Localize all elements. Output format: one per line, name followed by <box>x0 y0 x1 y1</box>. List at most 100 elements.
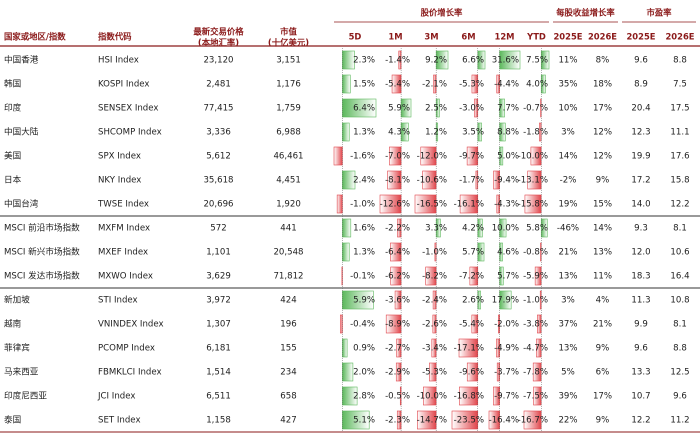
cell: 5.9% <box>353 296 375 306</box>
cell: 658 <box>280 392 296 402</box>
column-header: 12M <box>495 32 515 42</box>
cell: HSI Index <box>98 56 139 66</box>
column-header: 2025E <box>553 32 582 42</box>
cell: 11.1 <box>670 128 689 138</box>
cell: 8.8 <box>673 344 687 354</box>
cell: 12% <box>593 152 612 162</box>
cell: 196 <box>280 320 296 330</box>
cell: 9.2% <box>425 56 447 66</box>
cell: -8.1% <box>385 176 410 186</box>
cell: 9.6 <box>634 344 648 354</box>
cell: 2.3% <box>353 56 375 66</box>
column-header: 2026E <box>588 32 617 42</box>
cell: 2.6% <box>462 296 484 306</box>
column-header: 3M <box>424 32 438 42</box>
cell: 18.3 <box>631 272 650 282</box>
cell: 12.5 <box>670 368 689 378</box>
cell: 13% <box>593 248 612 258</box>
cell: 8.9 <box>634 80 648 90</box>
cell: -16.8% <box>454 392 484 402</box>
cell: -16.4% <box>489 416 519 426</box>
cell: 234 <box>280 368 296 378</box>
cell: 13.3 <box>631 368 650 378</box>
cell: -9.7% <box>494 392 519 402</box>
cell: 9% <box>596 344 610 354</box>
cell: 泰国 <box>4 414 21 426</box>
cell: -2% <box>560 176 577 186</box>
cell: TWSE Index <box>97 200 149 210</box>
cell: 1,920 <box>276 200 301 210</box>
cell: 中国台湾 <box>4 198 39 210</box>
cell: -0.8% <box>523 248 548 258</box>
cell: -5.4% <box>385 80 410 90</box>
cell: 1,176 <box>276 80 301 90</box>
cell: SPX Index <box>98 152 141 162</box>
cell: 新加坡 <box>4 294 30 306</box>
cell: -17.1% <box>454 344 484 354</box>
cell: 35% <box>558 80 577 90</box>
cell: 10.0% <box>492 224 519 234</box>
group-header: 股价增长率 <box>421 8 463 18</box>
cell: 19.9 <box>631 152 650 162</box>
column-header: 国家或地区/指数 <box>4 32 66 42</box>
cell: STI Index <box>98 296 138 306</box>
cell: 6.6% <box>462 56 484 66</box>
cell: 2,481 <box>206 80 231 90</box>
cell: 35,618 <box>203 176 233 186</box>
cell: 3.5% <box>462 128 484 138</box>
cell: PCOMP Index <box>98 344 155 354</box>
cell: -0.4% <box>350 320 375 330</box>
cell: 155 <box>280 344 296 354</box>
cell: 9.9 <box>634 320 648 330</box>
cell: 14.0 <box>631 200 650 210</box>
cell: 46,461 <box>273 152 303 162</box>
cell: -3.8% <box>523 320 548 330</box>
cell: 4.2% <box>462 224 484 234</box>
cell: -7.2% <box>459 272 484 282</box>
cell: VNINDEX Index <box>98 320 164 330</box>
cell: 5.0% <box>497 152 519 162</box>
cell: 9% <box>596 176 610 186</box>
data-bar <box>342 338 348 358</box>
data-bar <box>342 122 350 142</box>
cell: 3% <box>561 296 575 306</box>
cell: 4% <box>596 296 610 306</box>
cell: 韩国 <box>4 78 21 90</box>
cell: -5.4% <box>459 320 484 330</box>
cell: 12% <box>593 128 612 138</box>
cell: 0.9% <box>353 344 375 354</box>
cell: 1,514 <box>206 368 231 378</box>
cell: 8.8% <box>497 128 519 138</box>
cell: 1.3% <box>353 128 375 138</box>
cell: -9.7% <box>459 152 484 162</box>
cell: MSCI 新兴市场指数 <box>4 246 80 258</box>
cell: -12.0% <box>417 152 447 162</box>
cell: 6,511 <box>206 392 231 402</box>
cell: -2.3% <box>385 416 410 426</box>
cell: -14.7% <box>417 416 447 426</box>
cell: -0.5% <box>385 392 410 402</box>
cell: 10% <box>558 104 577 114</box>
cell: -1.4% <box>385 56 410 66</box>
cell: 17.6 <box>670 152 689 162</box>
cell: -2.0% <box>494 320 519 330</box>
cell: 3.3% <box>425 224 447 234</box>
cell: 6.4% <box>353 104 375 114</box>
cell: 16.4 <box>670 272 689 282</box>
cell: 22% <box>558 416 577 426</box>
column-header: 市值(十亿美元) <box>268 26 309 47</box>
cell: 中国大陆 <box>4 126 39 138</box>
column-header: 5D <box>349 32 362 42</box>
cell: -4.3% <box>494 200 519 210</box>
cell: -10.0% <box>417 392 447 402</box>
cell: -4.9% <box>494 344 519 354</box>
cell: 10.8 <box>670 296 689 306</box>
cell: 13% <box>558 344 577 354</box>
data-bar <box>342 218 352 238</box>
column-header: 最新交易价格(本地汇率) <box>193 26 244 47</box>
cell: -9.6% <box>459 368 484 378</box>
cell: 1.5% <box>353 80 375 90</box>
cell: 15.8 <box>670 176 689 186</box>
cell: 17.2 <box>631 176 650 186</box>
cell: 12.3 <box>631 128 650 138</box>
